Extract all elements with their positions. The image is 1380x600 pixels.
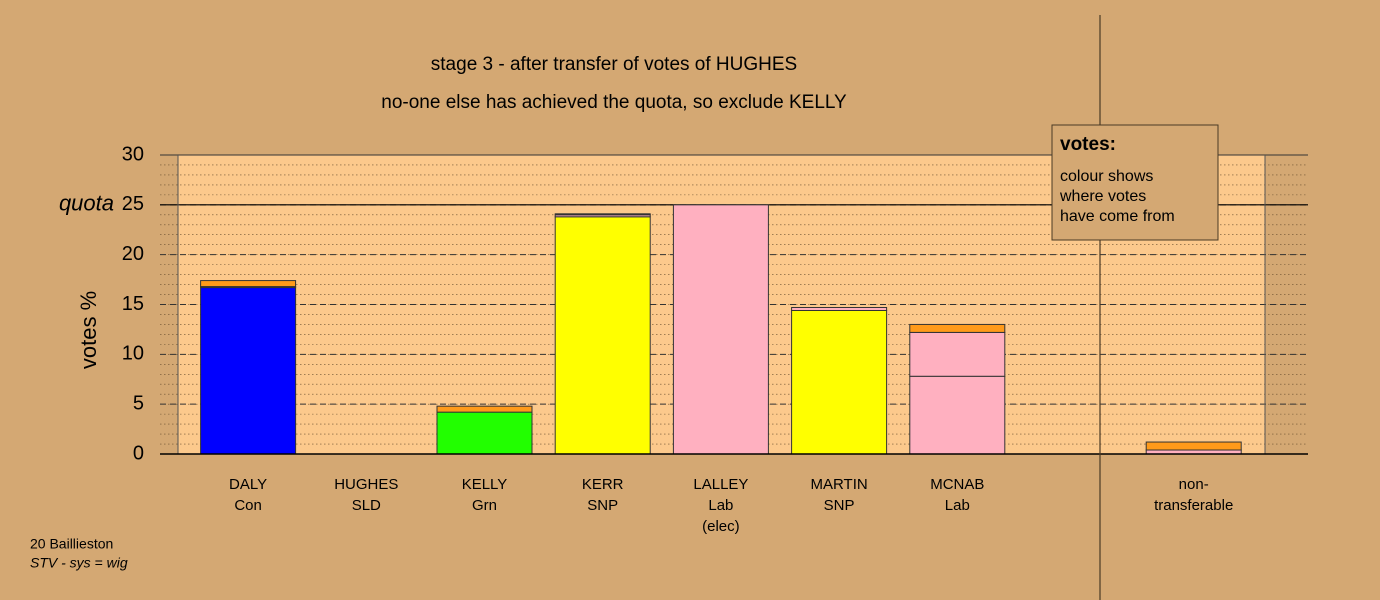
x-tick-label: LALLEY	[693, 476, 748, 493]
bar-segment	[554, 216, 651, 455]
bar-segment	[909, 331, 1006, 377]
legend-box	[1051, 124, 1219, 241]
x-tick-label: (elec)	[702, 518, 740, 535]
bar-segment	[791, 306, 888, 311]
x-tick-label: DALY	[229, 476, 267, 493]
legend-text: where votes	[1059, 188, 1146, 205]
x-tick-label: Lab	[708, 497, 733, 514]
y-tick-label: 15	[122, 293, 144, 315]
y-tick-label: 5	[133, 392, 144, 414]
footer-text: 20 Baillieston	[30, 536, 113, 552]
y-tick-label: 0	[133, 442, 144, 464]
x-tick-label: MARTIN	[810, 476, 867, 493]
y-tick-label: 20	[122, 243, 144, 265]
bar-segment	[436, 405, 533, 413]
y-tick-label: 10	[122, 343, 144, 365]
bar-segment	[200, 287, 297, 455]
bar-segment	[909, 375, 1006, 455]
chart-title: stage 3 - after transfer of votes of HUG…	[431, 54, 797, 75]
legend-title: votes:	[1060, 134, 1116, 155]
x-tick-label: MCNAB	[930, 476, 984, 493]
y-tick-label: 25	[122, 193, 144, 215]
legend-text: colour shows	[1060, 168, 1153, 185]
chart-subtitle: no-one else has achieved the quota, so e…	[381, 92, 847, 113]
x-tick-label: KELLY	[462, 476, 508, 493]
x-tick-label: transferable	[1154, 497, 1233, 514]
quota-label: quota	[59, 191, 114, 216]
x-tick-label: Grn	[472, 497, 497, 514]
bar-segment	[200, 280, 297, 288]
bar-segment	[436, 411, 533, 455]
y-axis-label: votes %	[76, 291, 101, 369]
x-tick-label: KERR	[582, 476, 624, 493]
x-tick-label: Con	[234, 497, 262, 514]
x-tick-label: non-	[1179, 476, 1209, 493]
y-tick-label: 30	[122, 143, 144, 165]
bar-segment	[1145, 441, 1242, 451]
x-tick-label: Lab	[945, 497, 970, 514]
x-tick-label: SNP	[824, 497, 855, 514]
bar-segment	[554, 213, 651, 216]
bar-segment	[791, 309, 888, 455]
x-tick-label: SNP	[587, 497, 618, 514]
x-tick-label: SLD	[352, 497, 381, 514]
legend-text: have come from	[1060, 208, 1175, 225]
x-tick-label: HUGHES	[334, 476, 398, 493]
bar-segment	[909, 323, 1006, 333]
bar-segment	[672, 204, 769, 455]
footer-text: STV - sys = wig	[30, 555, 128, 571]
